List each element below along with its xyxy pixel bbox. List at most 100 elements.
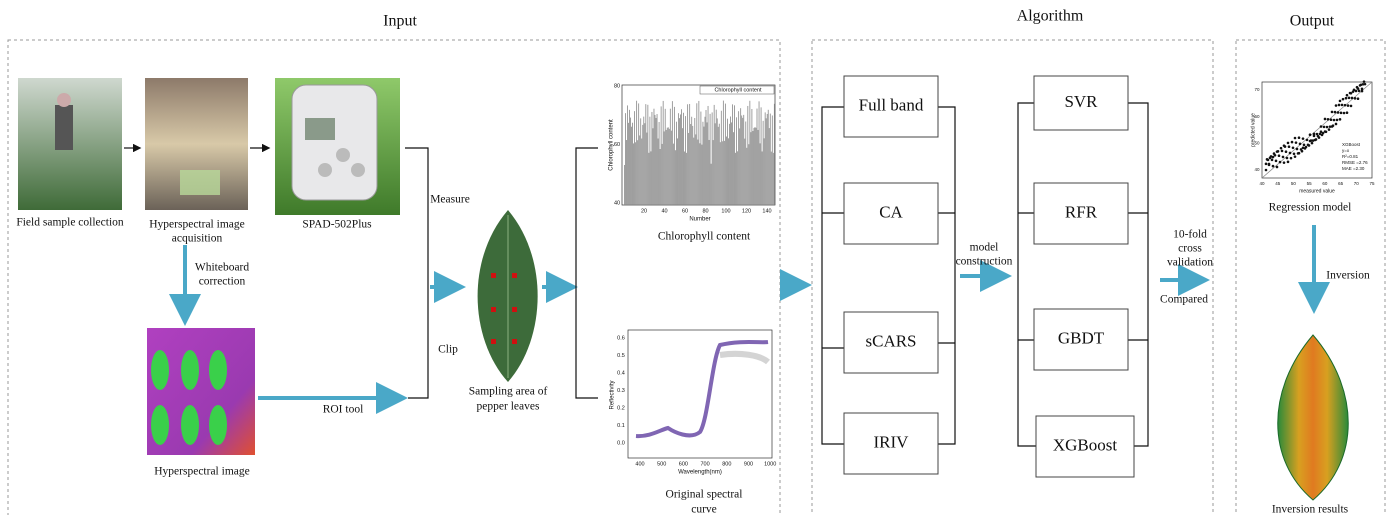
tick-label: 500 xyxy=(657,461,666,467)
bar-illustration xyxy=(728,138,729,205)
bar-illustration xyxy=(687,104,689,205)
point-illustration xyxy=(1306,143,1310,147)
bar-illustration xyxy=(736,117,737,205)
bar-illustration xyxy=(731,122,732,205)
bar-illustration xyxy=(642,124,644,205)
point-illustration xyxy=(1294,141,1298,144)
bar-illustration xyxy=(771,115,773,205)
feature-box xyxy=(843,75,939,138)
bar-illustration xyxy=(772,152,774,205)
bar-illustration xyxy=(669,108,671,205)
point-illustration xyxy=(1274,159,1278,163)
bar-illustration xyxy=(758,101,760,205)
tick-label: 0.2 xyxy=(617,405,625,411)
caption: construction xyxy=(956,256,1013,268)
bar-illustration xyxy=(664,108,666,205)
caption: Compared xyxy=(1160,294,1208,306)
feature-box xyxy=(843,182,939,245)
caption: Regression model xyxy=(1269,202,1352,214)
tick-label: 600 xyxy=(679,461,688,467)
bar-illustration xyxy=(705,110,707,205)
point-illustration xyxy=(1323,130,1327,133)
tick-label: 60 xyxy=(1254,114,1260,119)
bar-illustration xyxy=(691,116,693,205)
caption: cross xyxy=(1178,243,1202,255)
point-illustration xyxy=(1298,142,1302,146)
point-illustration xyxy=(1350,96,1354,100)
tick-label: 800 xyxy=(722,461,731,467)
bar-illustration xyxy=(718,123,720,205)
legend-label: RMSE =2.76 xyxy=(1342,160,1368,165)
tick-label: 65 xyxy=(1338,181,1344,186)
point-illustration xyxy=(1347,96,1351,100)
bar-illustration xyxy=(646,132,648,205)
bar-illustration xyxy=(698,100,700,205)
bar-illustration xyxy=(650,151,652,205)
point-illustration xyxy=(1361,82,1365,86)
bar-illustration xyxy=(717,126,719,205)
point-illustration xyxy=(1326,118,1330,121)
caption: pepper leaves xyxy=(477,401,540,413)
point-illustration xyxy=(1353,97,1357,100)
bar-illustration xyxy=(631,126,632,205)
point-illustration xyxy=(1302,143,1306,147)
point-illustration xyxy=(1289,156,1293,160)
bar-illustration xyxy=(630,117,631,205)
point-illustration xyxy=(1362,80,1366,83)
point-illustration xyxy=(1275,165,1279,169)
point-illustration xyxy=(1354,89,1358,93)
point-illustration xyxy=(1356,97,1360,101)
point-illustration xyxy=(1295,147,1299,151)
bar-illustration xyxy=(647,104,649,205)
legend-label: R²=0.81 xyxy=(1342,154,1359,159)
section-title: Output xyxy=(1290,13,1335,30)
model-label: GBDT xyxy=(1058,328,1105,347)
bar-illustration xyxy=(652,128,654,205)
point-illustration xyxy=(1265,158,1269,161)
point-illustration xyxy=(1338,118,1342,121)
point-illustration xyxy=(1328,125,1332,128)
model-label: RFR xyxy=(1065,202,1098,221)
bar-illustration xyxy=(645,104,647,205)
bar-illustration xyxy=(671,101,673,205)
bar-illustration xyxy=(712,140,714,205)
point-illustration xyxy=(1287,145,1291,148)
bar-illustration xyxy=(693,137,695,205)
point-illustration xyxy=(1271,155,1275,159)
bar-illustration xyxy=(649,116,651,205)
bar-illustration xyxy=(676,121,677,205)
bar-illustration xyxy=(658,122,660,205)
caption: Clip xyxy=(438,344,458,356)
tick-label: 40 xyxy=(661,208,667,214)
tick-label: 0.6 xyxy=(617,335,625,341)
point-illustration xyxy=(1348,91,1352,95)
bar-illustration xyxy=(632,122,633,205)
bar-illustration xyxy=(721,141,723,205)
bar-illustration xyxy=(742,117,744,205)
point-illustration xyxy=(1345,111,1349,115)
bar-illustration xyxy=(653,108,655,205)
point-illustration xyxy=(1292,152,1296,156)
point-illustration xyxy=(1337,103,1341,107)
bar-illustration xyxy=(694,117,696,205)
bar-illustration xyxy=(680,114,681,205)
bar-illustration xyxy=(722,100,724,205)
tick-label: 0.5 xyxy=(617,353,625,359)
bar-illustration xyxy=(677,138,678,205)
legend-label: Chlorophyll content xyxy=(714,87,762,93)
point-illustration xyxy=(1293,155,1297,158)
point-illustration xyxy=(1315,132,1319,136)
point-illustration xyxy=(1286,141,1290,145)
point-illustration xyxy=(1319,130,1323,133)
point-illustration xyxy=(1310,141,1314,145)
tick-label: 45 xyxy=(1275,181,1281,186)
point-illustration xyxy=(1338,99,1342,103)
bar-illustration xyxy=(678,113,679,205)
caption: 10-fold xyxy=(1173,229,1207,241)
bar-illustration xyxy=(655,117,657,205)
bar-illustration xyxy=(709,113,711,205)
point-illustration xyxy=(1278,160,1282,164)
bar-illustration xyxy=(656,114,658,205)
tick-label: 60 xyxy=(682,208,688,214)
point-illustration xyxy=(1340,103,1344,107)
